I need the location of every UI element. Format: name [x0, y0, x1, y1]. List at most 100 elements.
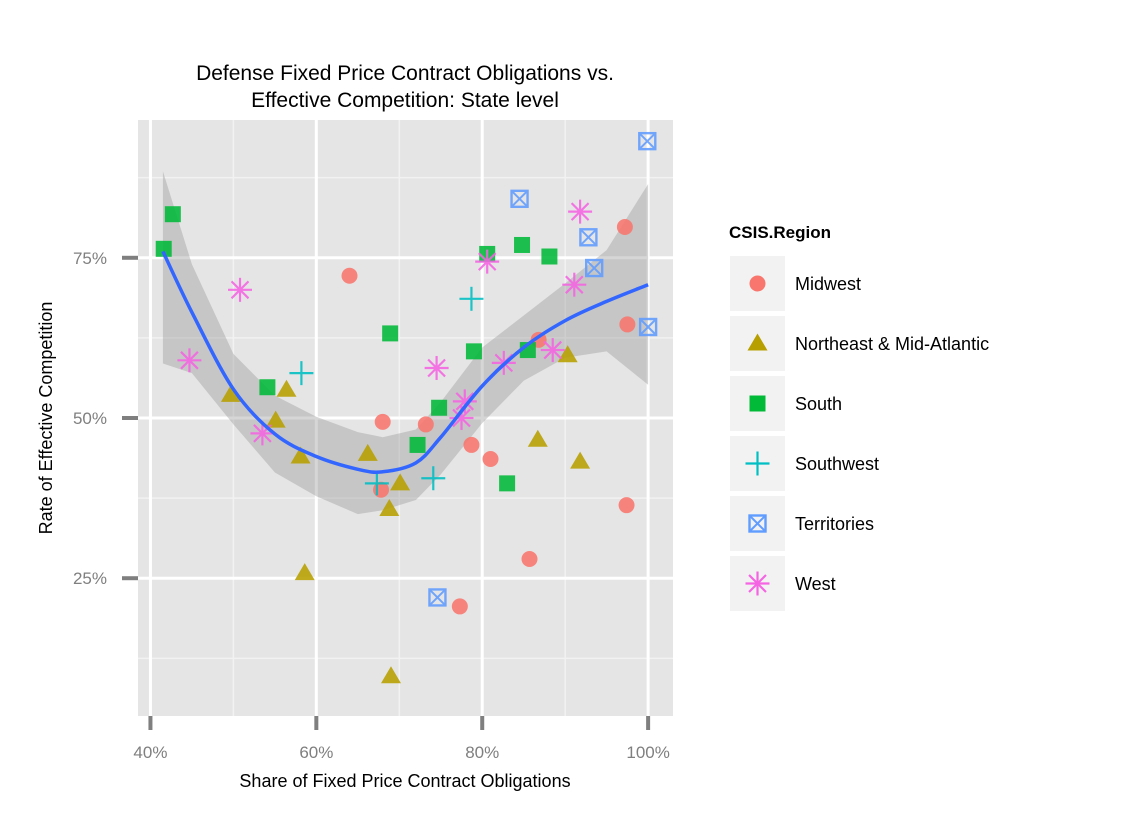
- legend-key-west: [745, 571, 770, 596]
- data-point-northeast-mid-atlantic: [220, 384, 241, 402]
- data-point-west: [452, 389, 477, 414]
- data-point-territories: [579, 228, 598, 247]
- data-point-south: [382, 325, 399, 342]
- data-point-west: [228, 277, 253, 302]
- y-tick-label: 75%: [73, 249, 107, 268]
- legend-item-northeast-mid-atlantic: Northeast & Mid-Atlantic: [730, 316, 989, 371]
- data-point-northeast-mid-atlantic: [265, 410, 286, 428]
- data-point-northeast-mid-atlantic: [357, 443, 378, 461]
- data-point-territories: [638, 317, 658, 337]
- x-tick-label: 60%: [299, 743, 333, 762]
- data-point-south: [431, 399, 448, 416]
- star-ray: [477, 252, 497, 271]
- data-point-northeast-mid-atlantic: [290, 446, 311, 464]
- data-point-midwest: [482, 451, 499, 468]
- data-point-territories: [585, 258, 604, 278]
- star-ray: [180, 351, 199, 370]
- data-point-northeast-mid-atlantic: [379, 499, 400, 517]
- legend-label: Northeast & Mid-Atlantic: [795, 334, 989, 354]
- data-point-territories: [510, 189, 529, 209]
- x-axis-title: Share of Fixed Price Contract Obligation…: [239, 771, 570, 791]
- data-point-southwest: [364, 471, 389, 496]
- data-point-midwest: [417, 416, 434, 433]
- legend-label: Southwest: [795, 454, 879, 474]
- legend-item-west: West: [730, 556, 836, 611]
- legend-label: West: [795, 574, 836, 594]
- data-point-west: [540, 338, 565, 363]
- data-point-south: [514, 236, 531, 253]
- data-point-northeast-mid-atlantic: [557, 345, 578, 363]
- data-point-northeast-mid-atlantic: [527, 429, 548, 447]
- data-point-west: [449, 406, 474, 430]
- series-west: [177, 199, 593, 446]
- boxx-frame: [428, 588, 447, 607]
- data-point-midwest: [618, 497, 635, 514]
- data-point-southwest: [421, 466, 446, 491]
- legend-item-territories: Territories: [730, 496, 874, 551]
- confidence-band-area: [162, 171, 649, 515]
- data-point-midwest: [374, 413, 391, 430]
- data-point-northeast-mid-atlantic: [380, 666, 401, 684]
- x-tick-label: 40%: [133, 743, 167, 762]
- data-point-south: [164, 206, 181, 223]
- data-point-midwest: [619, 316, 636, 333]
- data-point-territories: [428, 588, 447, 607]
- series-southwest: [289, 286, 484, 496]
- boxx-diag-2: [748, 514, 767, 533]
- data-point-west: [568, 199, 593, 224]
- boxx-frame: [638, 131, 657, 151]
- data-point-south: [155, 240, 172, 257]
- star-ray: [748, 574, 767, 593]
- data-point-west: [177, 348, 202, 373]
- y-tick-label: 50%: [73, 409, 107, 428]
- boxx-frame: [585, 258, 604, 278]
- legend-item-midwest: Midwest: [730, 256, 861, 311]
- y-tick-label: 25%: [73, 569, 107, 588]
- data-point-south: [409, 436, 426, 453]
- series-territories: [428, 131, 658, 607]
- y-axis-title: Rate of Effective Competition: [36, 302, 56, 535]
- data-point-southwest: [289, 361, 314, 386]
- data-point-midwest: [341, 267, 358, 284]
- confidence-band: [162, 171, 649, 515]
- chart-title-line-2: Effective Competition: State level: [251, 89, 559, 112]
- legend-item-southwest: Southwest: [730, 436, 879, 491]
- star-ray: [565, 275, 584, 294]
- data-point-northeast-mid-atlantic: [276, 379, 297, 397]
- data-point-south: [259, 379, 276, 396]
- legend-key-midwest: [749, 275, 766, 292]
- legend-item-south: South: [730, 376, 842, 431]
- boxx-diag-2: [585, 259, 603, 277]
- boxx-frame: [579, 228, 598, 247]
- boxx-diag-2: [579, 228, 598, 246]
- series-northeast-mid-atlantic: [220, 345, 591, 684]
- legend-key-southwest: [745, 451, 770, 476]
- data-point-south: [499, 475, 516, 492]
- legend-key-south: [749, 395, 766, 412]
- smooth-curve-line: [161, 250, 649, 474]
- legend-label: Midwest: [795, 274, 861, 294]
- boxx-diag-2: [638, 132, 656, 150]
- star-ray: [230, 280, 250, 300]
- axes: 40% 60% 80% 100% 25% 50% 75%: [73, 249, 670, 762]
- data-point-northeast-mid-atlantic: [294, 563, 315, 581]
- boxx-frame: [638, 317, 658, 337]
- data-point-northeast-mid-atlantic: [570, 451, 591, 469]
- smooth-curve: [161, 250, 649, 474]
- chart-title-line-1: Defense Fixed Price Contract Obligations…: [196, 62, 614, 85]
- x-tick-label: 80%: [465, 743, 499, 762]
- data-point-northeast-mid-atlantic: [390, 473, 411, 491]
- data-point-southwest: [459, 286, 484, 311]
- data-point-midwest: [616, 219, 633, 236]
- legend-label: South: [795, 394, 842, 414]
- boxx-diag-2: [428, 588, 447, 607]
- data-point-south: [465, 343, 482, 360]
- legend-key-northeast-mid-atlantic: [747, 333, 768, 351]
- legend: CSIS.Region Midwest Northeast & Mid-Atlan…: [729, 223, 989, 611]
- x-tick-label: 100%: [626, 743, 669, 762]
- star-ray: [427, 358, 446, 378]
- boxx-frame: [510, 189, 529, 209]
- boxx-diag-2: [510, 190, 529, 208]
- data-point-west: [424, 356, 449, 381]
